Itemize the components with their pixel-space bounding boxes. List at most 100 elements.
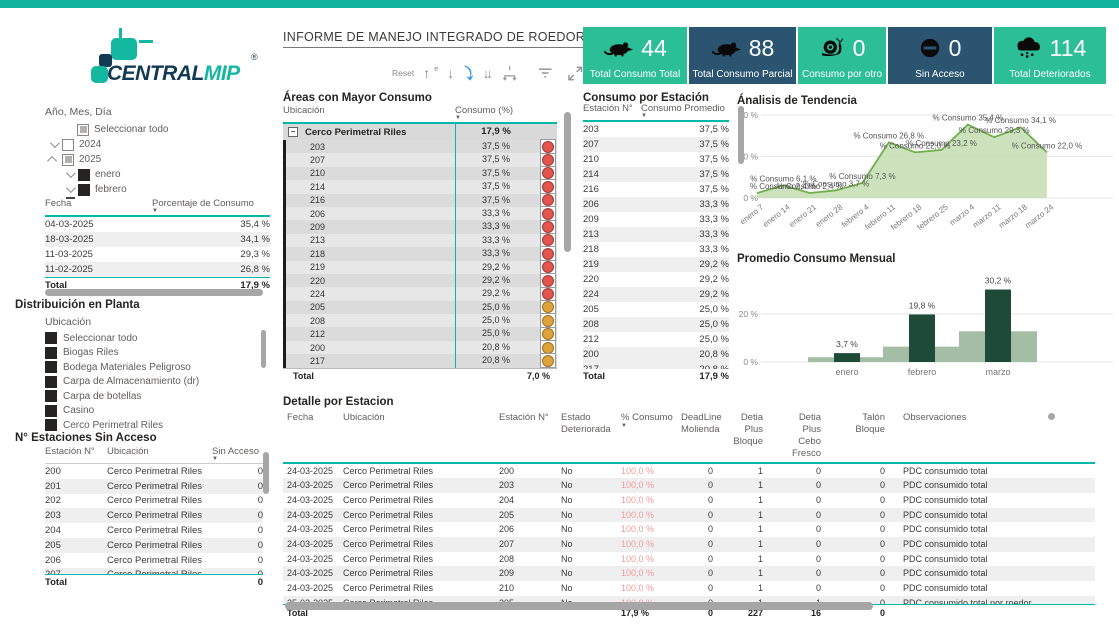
detalle-column-header-estaciónn[interactable]: Estación N°	[499, 412, 549, 423]
fecha-row[interactable]: 04-03-2025 35,4 %	[45, 217, 270, 232]
fecha-table-hscrollbar[interactable]	[45, 289, 263, 296]
estacion-row[interactable]: 214 37,5 %	[583, 166, 729, 182]
sin-acceso-row[interactable]: 200 Cerco Perimetral Riles 0	[45, 464, 263, 479]
areas-row[interactable]: 218 33,3 %	[283, 246, 557, 262]
sin-acceso-row[interactable]: 206 Cerco Perimetral Riles 0	[45, 553, 263, 568]
detalle-column-header-detiaplus[interactable]: Detia Plus Bloque	[733, 412, 763, 447]
checkbox-checked[interactable]	[45, 390, 57, 403]
ubicacion-item-carpa-de-botellas[interactable]: Carpa de botellas	[45, 389, 260, 404]
areas-row[interactable]: 200 20,8 %	[283, 340, 557, 356]
filter-icon[interactable]	[538, 67, 552, 79]
drill-down-icon[interactable]: ↓	[447, 65, 455, 81]
ubicacion-item-bodega-materiales-peligroso[interactable]: Bodega Materiales Peligroso	[45, 360, 260, 375]
detalle-row[interactable]: 24-03-2025 Cerco Perimetral Riles 210 No 100…	[283, 581, 1095, 596]
ubicacion-item-cerco-perimetral-riles[interactable]: Cerco Perimetral Riles	[45, 418, 260, 433]
sin-acceso-vscrollbar[interactable]	[263, 452, 269, 494]
ubicacion-item-casino[interactable]: Casino	[45, 404, 260, 419]
detalle-vscrollbar[interactable]	[1048, 413, 1055, 420]
kpi-card-total-consumo-total[interactable]: 44 Total Consumo Total	[583, 27, 687, 84]
detalle-column-header-talónbloque[interactable]: Talón Bloque	[855, 412, 885, 435]
detalle-row[interactable]: 24-03-2025 Cerco Perimetral Riles 205 No 100…	[283, 507, 1095, 523]
areas-row[interactable]: 207 37,5 %	[283, 152, 557, 168]
estacion-row[interactable]: 224 29,2 %	[583, 286, 729, 302]
date-slicer-item-2025[interactable]: 2025	[47, 152, 270, 167]
estacion-row[interactable]: 200 20,8 %	[583, 346, 729, 362]
date-slicer-item-2024[interactable]: 2024	[49, 137, 270, 152]
estacion-row[interactable]: 208 25,0 %	[583, 316, 729, 332]
detalle-column-header-detiaplus[interactable]: Detia Plus Cebo Fresco	[791, 412, 821, 459]
ubicacion-item-carpa-de-almacenamiento--dr-[interactable]: Carpa de Almacenamiento (dr)	[45, 375, 260, 390]
areas-row[interactable]: 224 29,2 %	[283, 286, 557, 302]
checkbox-checked[interactable]	[45, 419, 57, 432]
areas-row[interactable]: 203 37,5 %	[283, 139, 557, 155]
detalle-column-header-consumo[interactable]: % Consumo ▼	[617, 410, 677, 462]
detalle-row[interactable]: 24-03-2025 Cerco Perimetral Riles 209 No 100…	[283, 566, 1095, 581]
detalle-column-header-deadline[interactable]: DeadLine Molienda	[681, 412, 722, 435]
consumo-column-header[interactable]: Consumo (%) ▼	[455, 105, 535, 121]
areas-row[interactable]: 209 33,3 %	[283, 219, 557, 235]
distribucion-vscrollbar[interactable]	[261, 330, 266, 368]
chevron-down-icon[interactable]	[65, 183, 76, 194]
kpi-card-total-consumo-parcial[interactable]: 88 Total Consumo Parcial	[689, 27, 796, 84]
kpi-card-consumo-por-otro[interactable]: 0 Consumo por otro	[798, 27, 886, 84]
areas-row[interactable]: 216 37,5 %	[283, 192, 557, 208]
estacion-row[interactable]: 220 29,2 %	[583, 272, 729, 287]
estacion-row[interactable]: 206 33,3 %	[583, 196, 729, 212]
go-to-next-level-icon[interactable]: ↓↓	[482, 65, 493, 81]
estacion-row[interactable]: 213 33,3 %	[583, 226, 729, 242]
checkbox-checked[interactable]	[45, 346, 57, 359]
checkbox-checked[interactable]	[45, 404, 57, 417]
detalle-column-header-estado[interactable]: Estado Deteriorada	[561, 412, 611, 435]
checkbox-checked[interactable]	[45, 332, 57, 345]
kpi-card-total-deteriorados[interactable]: 114 Total Deteriorados	[994, 27, 1106, 84]
areas-row[interactable]: 217 20,8 %	[283, 353, 557, 369]
detalle-row[interactable]: 24-03-2025 Cerco Perimetral Riles 204 No 100…	[283, 493, 1095, 508]
areas-row[interactable]: 219 29,2 %	[283, 259, 557, 275]
areas-row[interactable]: 205 25,0 %	[283, 299, 557, 315]
drill-up-icon[interactable]: ↑	[423, 65, 431, 81]
areas-row[interactable]: 212 25,0 %	[283, 326, 557, 342]
collapse-icon[interactable]: −	[288, 127, 298, 137]
checkbox-partial[interactable]	[77, 123, 89, 136]
estacion-row[interactable]: 219 29,2 %	[583, 256, 729, 272]
detalle-column-header-fecha[interactable]: Fecha	[287, 412, 314, 423]
chevron-down-icon[interactable]	[65, 168, 76, 179]
pct-column-header[interactable]: Porcentaje de Consumo ▼	[152, 198, 270, 214]
sin-acceso-row[interactable]: 202 Cerco Perimetral Riles 0	[45, 494, 263, 509]
estacion-row[interactable]: 209 33,3 %	[583, 212, 729, 227]
kpi-card-sin-acceso[interactable]: 0 Sin Acceso	[888, 27, 992, 84]
chevron-down-icon[interactable]	[49, 138, 60, 149]
fecha-row[interactable]: 11-02-2025 26,8 %	[45, 262, 270, 278]
estacion-row[interactable]: 205 25,0 %	[583, 302, 729, 317]
drill-mode-toggle-icon[interactable]	[463, 64, 474, 82]
detalle-row[interactable]: 24-03-2025 Cerco Perimetral Riles 207 No 100…	[283, 536, 1095, 552]
areas-group-row[interactable]: − Cerco Perimetral Riles 17,9 %	[283, 124, 557, 140]
detalle-row[interactable]: 24-03-2025 Cerco Perimetral Riles 203 No 100…	[283, 478, 1095, 493]
monthly-bar-chart[interactable]: 20 % 0 % 3,7 % enero 19,8 % febrero 30,2 % marz…	[737, 250, 1119, 392]
checkbox-checked[interactable]	[78, 183, 90, 196]
date-slicer-item-enero[interactable]: enero	[50, 167, 270, 182]
checkbox-checked[interactable]	[45, 375, 57, 388]
focus-mode-icon[interactable]	[567, 66, 582, 81]
areas-table-vscrollbar[interactable]	[564, 112, 571, 252]
detalle-row[interactable]: 24-03-2025 Cerco Perimetral Riles 200 No 100…	[283, 464, 1095, 479]
checkbox-checked[interactable]	[45, 361, 57, 374]
detalle-column-header-ubicación[interactable]: Ubicación	[343, 412, 385, 423]
checkbox-checked[interactable]	[78, 168, 90, 181]
areas-row[interactable]: 208 25,0 %	[283, 313, 557, 329]
chevron-up-icon[interactable]	[47, 155, 58, 166]
estacion-row[interactable]: 212 25,0 %	[583, 332, 729, 347]
sin-acceso-row[interactable]: 201 Cerco Perimetral Riles 0	[45, 478, 263, 494]
detalle-row[interactable]: 24-03-2025 Cerco Perimetral Riles 206 No 100…	[283, 522, 1095, 537]
ubicacion-item-seleccionar-todo[interactable]: Seleccionar todo	[45, 331, 260, 346]
sin-acceso-row[interactable]: 205 Cerco Perimetral Riles 0	[45, 537, 263, 553]
detalle-row[interactable]: 24-03-2025 Cerco Perimetral Riles 208 No 100…	[283, 552, 1095, 567]
ubicacion-column-header[interactable]: Ubicación	[283, 105, 325, 116]
checkbox-partial[interactable]	[62, 153, 74, 166]
station-column-header[interactable]: Estación N°	[583, 103, 633, 114]
promedio-column-header[interactable]: Consumo Promedio ▼	[641, 103, 729, 119]
fecha-row[interactable]: 18-03-2025 34,1 %	[45, 232, 270, 247]
fecha-column-header[interactable]: Fecha	[45, 198, 72, 209]
detalle-column-header-observaciones[interactable]: Observaciones	[903, 412, 967, 423]
trend-chart-vscrollbar[interactable]	[738, 106, 744, 164]
